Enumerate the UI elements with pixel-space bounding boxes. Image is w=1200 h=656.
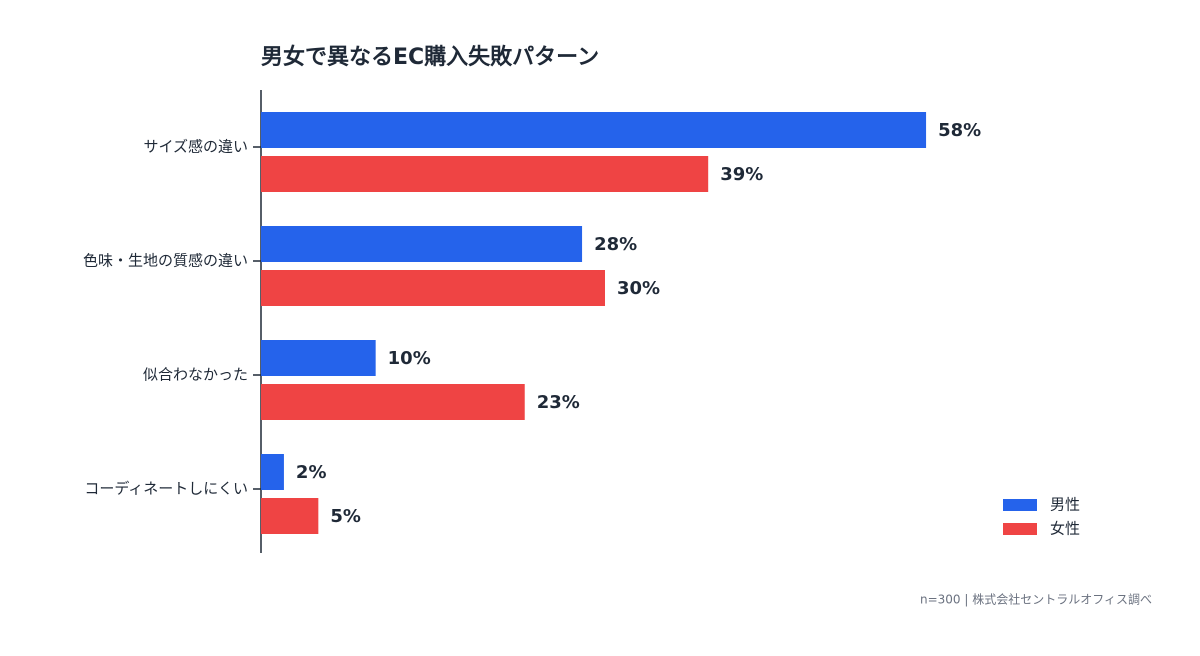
bar [261, 270, 605, 306]
bar [261, 156, 709, 192]
y-tick-label: 色味・生地の質感の違い [83, 252, 248, 270]
value-label: 2% [296, 462, 327, 483]
bar [261, 112, 927, 148]
legend-swatch [1003, 523, 1037, 535]
value-label: 28% [594, 234, 637, 255]
value-label: 10% [388, 348, 431, 369]
value-label: 39% [720, 164, 763, 185]
chart-title: 男女で異なるEC購入失敗パターン [261, 44, 599, 70]
y-tick-label: 似合わなかった [143, 366, 248, 384]
value-label: 5% [330, 506, 361, 527]
bar [261, 340, 376, 376]
source-note: n=300 | 株式会社セントラルオフィス調べ [920, 592, 1152, 607]
legend-label: 女性 [1050, 520, 1080, 538]
legend-label: 男性 [1050, 496, 1080, 514]
y-tick-label: コーディネートしにくい [84, 480, 248, 498]
bar [261, 226, 583, 262]
bar [261, 454, 284, 490]
legend-swatch [1003, 499, 1037, 511]
bar [261, 498, 319, 534]
y-tick-label: サイズ感の違い [143, 138, 248, 156]
bar [261, 384, 525, 420]
value-label: 58% [938, 120, 981, 141]
value-label: 30% [617, 278, 660, 299]
value-label: 23% [537, 392, 580, 413]
